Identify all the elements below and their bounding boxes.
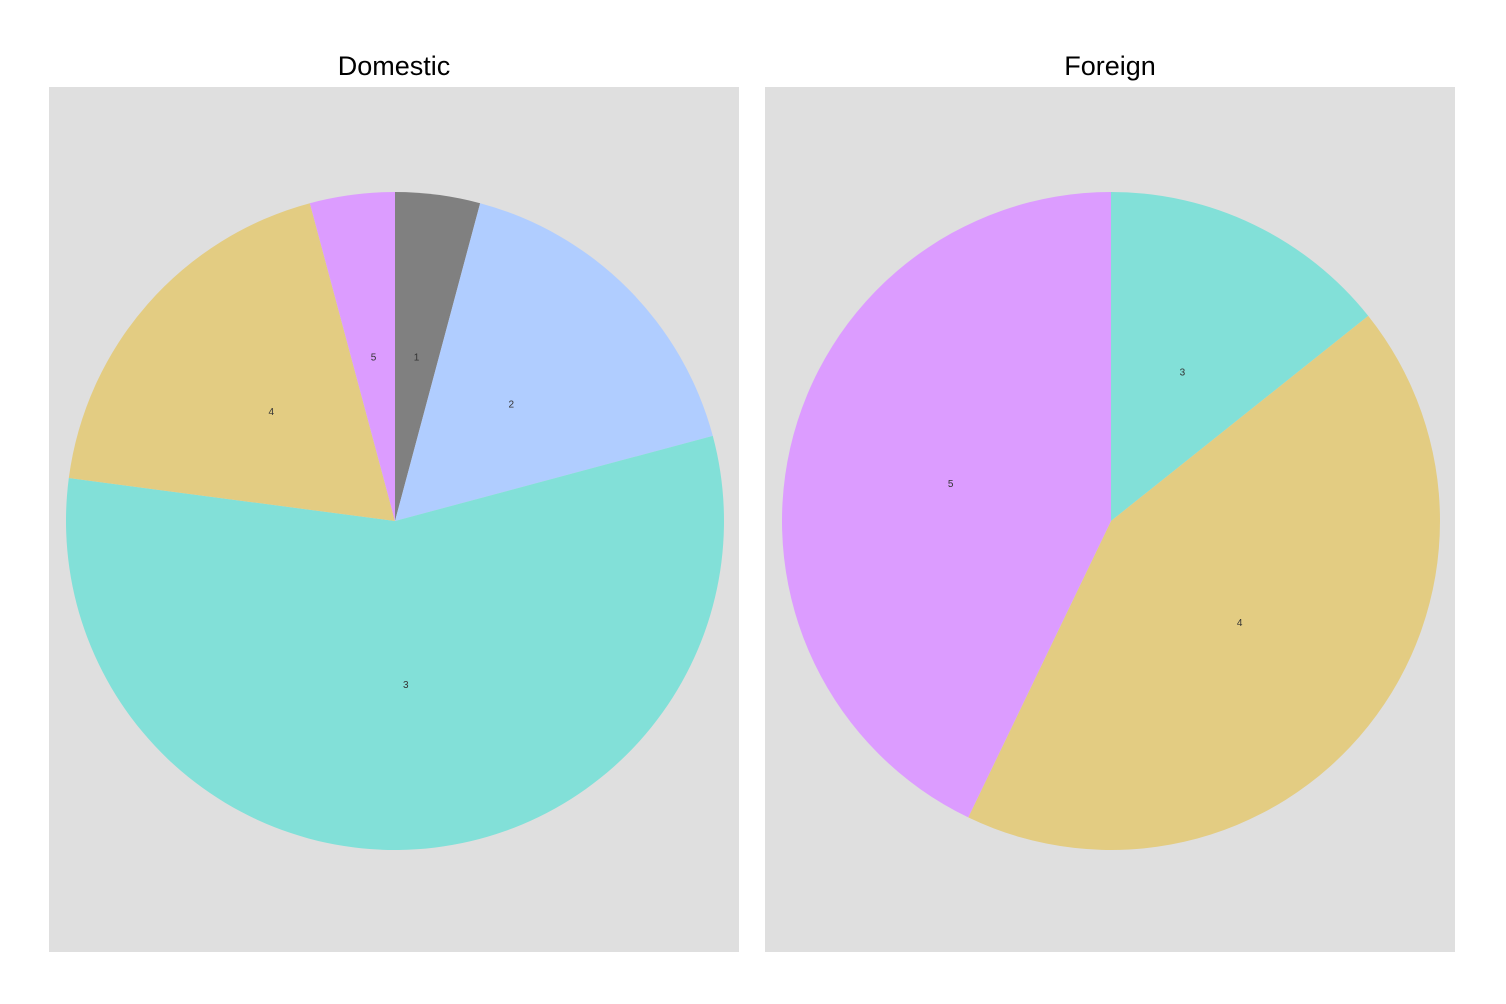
pie-slice-domestic-4 — [68, 203, 395, 522]
pie-slice-domestic-1 — [395, 192, 481, 521]
chart-title-domestic: Domestic — [337, 51, 451, 81]
pie-slice-foreign-5 — [781, 192, 1111, 818]
slice-label-foreign-4: 4 — [1237, 618, 1243, 629]
chart-title-foreign: Foreign — [1064, 51, 1156, 81]
pie-panel-foreign: 3 4 5 — [765, 87, 1455, 952]
pie-slice-domestic-3 — [65, 435, 724, 850]
pie-slice-foreign-4 — [968, 315, 1440, 851]
slice-label-domestic-3: 3 — [403, 680, 409, 691]
slice-label-foreign-5: 5 — [948, 479, 954, 490]
pie-slice-domestic-5 — [309, 192, 395, 521]
slice-label-domestic-4: 4 — [269, 407, 275, 418]
pie-chart-domestic: 1 2 3 4 5 — [65, 192, 724, 850]
slice-label-domestic-1: 1 — [414, 353, 420, 364]
slice-label-foreign-3: 3 — [1180, 367, 1186, 378]
pie-panel-domestic: 1 2 3 4 5 — [49, 87, 739, 952]
pie-chart-foreign: 3 4 5 — [781, 192, 1440, 851]
pie-slice-foreign-3 — [1111, 192, 1369, 521]
slice-label-domestic-2: 2 — [509, 399, 515, 410]
pie-slice-domestic-2 — [395, 203, 713, 522]
slice-label-domestic-5: 5 — [371, 353, 377, 364]
